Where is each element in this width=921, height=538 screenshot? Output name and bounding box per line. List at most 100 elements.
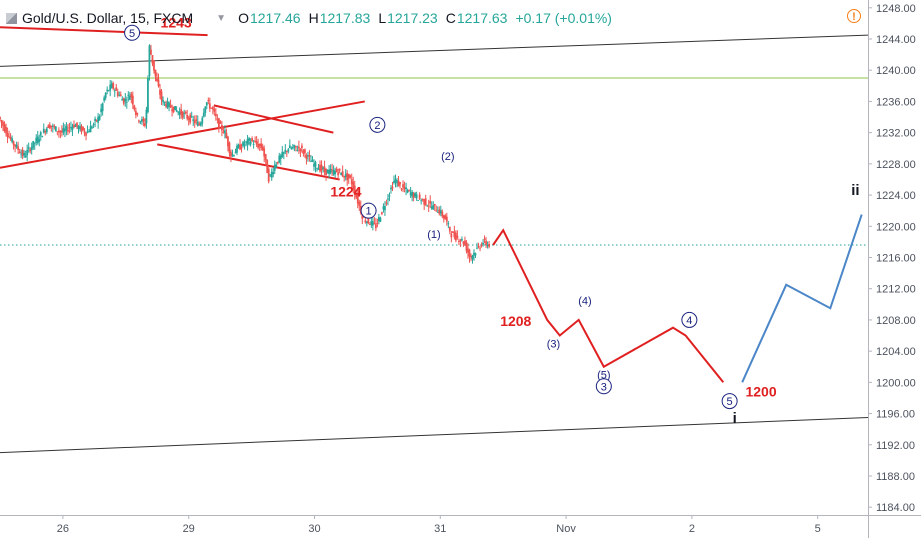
y-tick-label: 1236.00 — [876, 96, 916, 108]
candle-body — [86, 131, 89, 133]
symbol-title[interactable]: Gold/U.S. Dollar, 15, FXCM — [22, 10, 194, 26]
candle-body — [290, 147, 293, 149]
candle-body — [319, 164, 321, 172]
candle-body — [445, 216, 448, 222]
warning-icon[interactable]: ! — [847, 9, 861, 23]
candle-body — [310, 161, 312, 163]
candle-body — [169, 104, 172, 108]
candle-body — [125, 101, 128, 103]
candle-body — [246, 138, 249, 145]
y-tick-label: 1228.00 — [876, 159, 916, 171]
candle-body — [331, 169, 334, 171]
candle-body — [8, 136, 10, 138]
price-level-label: 1200 — [745, 383, 776, 399]
candle-body — [474, 253, 477, 256]
candle-body — [426, 205, 429, 207]
candle-body — [436, 212, 439, 213]
candle-body — [297, 146, 300, 149]
candle-body — [476, 247, 478, 249]
candle-body — [341, 171, 344, 177]
candle-body — [35, 137, 38, 143]
candle-body — [77, 126, 80, 129]
candle-body — [302, 150, 305, 154]
wave-label: 4 — [686, 315, 692, 327]
candle-body — [480, 244, 483, 247]
candle-body — [414, 193, 417, 197]
y-tick-label: 1208.00 — [876, 315, 916, 327]
candle-body — [88, 131, 90, 133]
candle-body — [211, 107, 214, 110]
wave-label: (2) — [441, 151, 454, 163]
candle-body — [95, 119, 98, 121]
candle-body — [39, 132, 42, 136]
candle-body — [332, 169, 335, 175]
candle-body — [71, 126, 74, 130]
candle-body — [184, 111, 187, 114]
candle-body — [461, 239, 463, 241]
candle-body — [430, 206, 433, 209]
y-tick-label: 1216.00 — [876, 253, 916, 265]
candle-body — [316, 168, 318, 170]
candle-body — [467, 248, 469, 253]
candle-body — [433, 203, 436, 206]
y-tick-label: 1244.00 — [876, 34, 916, 46]
candle-body — [465, 242, 468, 251]
candle-body — [159, 89, 161, 95]
candle-body — [38, 139, 41, 142]
candle-body — [27, 147, 30, 149]
candle-body — [368, 224, 371, 226]
candle-body — [20, 153, 23, 155]
candle-body — [44, 131, 47, 133]
candle-body — [26, 149, 29, 156]
candle-body — [208, 103, 211, 109]
candle-body — [14, 144, 16, 147]
candle-body — [127, 94, 130, 96]
candle-body — [384, 206, 386, 211]
candle-body — [45, 128, 48, 133]
candle-body — [154, 69, 157, 77]
candle-body — [334, 171, 337, 175]
y-tick-label: 1220.00 — [876, 221, 916, 233]
candle-body — [68, 127, 71, 129]
candle-body — [412, 193, 415, 198]
candle-body — [264, 154, 267, 161]
close-key: C — [445, 10, 456, 26]
candle-body — [32, 140, 35, 148]
candle-body — [387, 198, 389, 200]
wave-label: (4) — [578, 295, 591, 307]
candle-body — [305, 154, 308, 160]
candle-body — [307, 155, 309, 157]
candle-body — [421, 199, 424, 200]
candle-body — [193, 120, 196, 124]
candle-body — [48, 124, 51, 129]
candle-body — [335, 168, 338, 172]
candle-body — [113, 90, 116, 92]
candle-body — [417, 200, 420, 201]
wave-label: (1) — [427, 229, 440, 241]
wave-label: 5 — [129, 28, 135, 40]
candle-body — [222, 131, 225, 133]
candle-body — [74, 125, 77, 127]
open-value: 1217.46 — [249, 10, 301, 26]
candle-body — [385, 202, 388, 204]
candle-body — [418, 194, 421, 199]
y-tick-label: 1212.00 — [876, 284, 916, 296]
wave-label-circle — [595, 378, 612, 395]
candle-body — [266, 159, 269, 173]
y-tick-label: 1224.00 — [876, 190, 916, 202]
candle-body — [278, 155, 281, 163]
candle-body — [479, 247, 481, 249]
candle-body — [237, 145, 240, 148]
candle-body — [288, 145, 291, 149]
candle-body — [171, 109, 173, 112]
candle-body — [394, 179, 397, 182]
candle-body — [447, 223, 450, 225]
candle-body — [379, 217, 382, 222]
candle-body — [275, 164, 278, 167]
channel-trendline — [0, 416, 869, 454]
candle-body — [94, 118, 97, 122]
chevron-down-icon[interactable]: ▼ — [216, 12, 227, 24]
candle-body — [399, 182, 401, 185]
candle-body — [57, 130, 60, 132]
